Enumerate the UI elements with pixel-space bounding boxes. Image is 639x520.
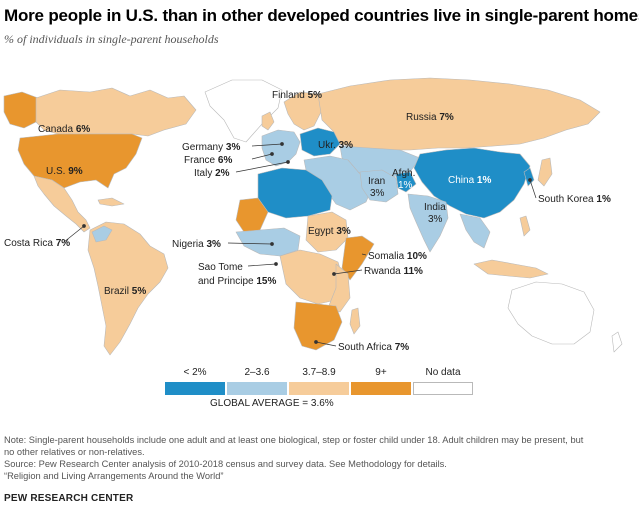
note-line-source: Source: Pew Research Center analysis of … bbox=[4, 459, 447, 469]
label-iran-value: 3% bbox=[370, 188, 385, 199]
legend-label: No data bbox=[425, 367, 461, 378]
label-egypt: Egypt 3% bbox=[308, 226, 351, 237]
label-india-value: 3% bbox=[428, 214, 443, 225]
label-rwanda: Rwanda 11% bbox=[364, 266, 423, 277]
label-france: France 6% bbox=[184, 155, 232, 166]
legend-swatch bbox=[165, 382, 225, 395]
leader-south-africa bbox=[315, 341, 337, 347]
chart-notes: Note: Single-parent households include o… bbox=[4, 434, 634, 482]
note-line-2: no other relatives or non-relatives. bbox=[4, 447, 145, 457]
leader-dot-nigeria bbox=[270, 242, 274, 246]
legend-item-9-plus: 9+ bbox=[351, 367, 411, 395]
chart-subtitle: % of individuals in single-parent househ… bbox=[4, 32, 219, 46]
leader-sao-tome bbox=[247, 263, 277, 267]
region-eastern-europe bbox=[299, 127, 341, 157]
region-mexico bbox=[33, 175, 91, 233]
region-northeast-africa bbox=[305, 211, 349, 253]
leader-dot-sao-tome bbox=[274, 262, 278, 266]
label-south-africa: South Africa 7% bbox=[338, 342, 409, 353]
note-line-1: Note: Single-parent households include o… bbox=[4, 435, 584, 445]
label-india: India bbox=[424, 202, 446, 213]
label-italy: Italy 2% bbox=[194, 168, 230, 179]
region-china bbox=[413, 147, 531, 219]
region-scandinavia bbox=[283, 91, 323, 131]
legend-swatch bbox=[289, 382, 349, 395]
organization-credit: PEW RESEARCH CENTER bbox=[4, 493, 134, 504]
region-united-states bbox=[17, 133, 143, 189]
leader-france bbox=[251, 153, 273, 160]
region-afghanistan bbox=[395, 171, 417, 193]
leader-dot-costa-rica bbox=[82, 224, 86, 228]
label-russia: Russia 7% bbox=[406, 112, 454, 123]
region-west-africa bbox=[235, 227, 301, 257]
region-madagascar bbox=[349, 307, 361, 335]
leader-dot-france bbox=[270, 152, 274, 156]
label-south-korea: South Korea 1% bbox=[538, 194, 611, 205]
label-us: U.S. 9% bbox=[46, 166, 83, 177]
label-brazil: Brazil 5% bbox=[104, 286, 146, 297]
region-iran bbox=[359, 169, 399, 203]
label-sao-tome: Sao Tome bbox=[198, 262, 243, 273]
leader-dot-south-korea bbox=[528, 178, 532, 182]
leader-rwanda bbox=[333, 269, 363, 275]
label-germany: Germany 3% bbox=[182, 142, 240, 153]
label-ukraine: Ukr. 3% bbox=[318, 140, 353, 151]
leader-dot-germany bbox=[280, 142, 284, 146]
chart-title: More people in U.S. than in other develo… bbox=[4, 6, 639, 25]
legend-item-2-to-3-6: 2–3.6 bbox=[227, 367, 287, 395]
leader-south-korea bbox=[529, 179, 537, 199]
region-alaska bbox=[3, 91, 39, 129]
legend-swatch bbox=[227, 382, 287, 395]
legend-swatch bbox=[413, 382, 473, 395]
region-uk bbox=[261, 111, 275, 131]
region-horn-of-africa bbox=[341, 235, 375, 281]
region-russia bbox=[317, 77, 601, 151]
legend-label: 9+ bbox=[375, 367, 387, 378]
leader-nigeria bbox=[227, 242, 273, 245]
leader-italy bbox=[235, 161, 289, 173]
leader-germany bbox=[251, 143, 283, 147]
region-south-america bbox=[87, 221, 169, 356]
leader-dot-south-africa bbox=[314, 340, 318, 344]
leader-dot-rwanda bbox=[332, 272, 336, 276]
region-northern-south-america bbox=[91, 225, 113, 243]
region-philippines bbox=[519, 215, 531, 237]
region-japan bbox=[537, 157, 553, 187]
region-korea bbox=[523, 167, 535, 187]
region-indonesia bbox=[473, 259, 549, 279]
legend-item-3-7-to-8-9: 3.7–8.9 bbox=[289, 367, 349, 395]
leader-dot-italy bbox=[286, 160, 290, 164]
legend-label: < 2% bbox=[183, 367, 207, 378]
label-iran: Iran bbox=[368, 176, 385, 187]
region-southeast-asia bbox=[459, 213, 491, 249]
legend-swatch bbox=[351, 382, 411, 395]
label-afghanistan-value: 1% bbox=[398, 180, 413, 191]
region-western-europe bbox=[261, 129, 301, 167]
region-australia bbox=[507, 281, 595, 345]
region-india bbox=[407, 193, 449, 253]
region-east-africa bbox=[327, 263, 351, 313]
note-line-report: “Religion and Living Arrangements Around… bbox=[4, 471, 224, 481]
region-southern-africa bbox=[293, 301, 343, 351]
legend-label: 3.7–8.9 bbox=[302, 367, 336, 378]
legend-item-no-data: No data bbox=[413, 367, 473, 395]
label-sao-tome-principe: and Principe 15% bbox=[198, 276, 276, 287]
label-afghanistan: Afgh. bbox=[392, 168, 415, 179]
global-average: GLOBAL AVERAGE = 3.6% bbox=[210, 398, 334, 409]
label-canada: Canada 6% bbox=[38, 124, 90, 135]
region-new-zealand bbox=[611, 331, 623, 353]
label-costa-rica: Costa Rica 7% bbox=[4, 238, 70, 249]
legend-label: 2–3.6 bbox=[244, 367, 270, 378]
label-china: China 1% bbox=[448, 175, 491, 186]
label-somalia: Somalia 10% bbox=[368, 251, 427, 262]
label-finland: Finland 5% bbox=[272, 90, 322, 101]
legend-item-under-2: < 2% bbox=[165, 367, 225, 395]
leader-costa-rica bbox=[63, 225, 85, 243]
world-map: Finland 5% Russia 7% Canada 6% U.S. 9% G… bbox=[3, 77, 623, 356]
label-nigeria: Nigeria 3% bbox=[172, 239, 221, 250]
leader-somalia bbox=[361, 253, 367, 256]
region-caribbean bbox=[97, 197, 125, 207]
